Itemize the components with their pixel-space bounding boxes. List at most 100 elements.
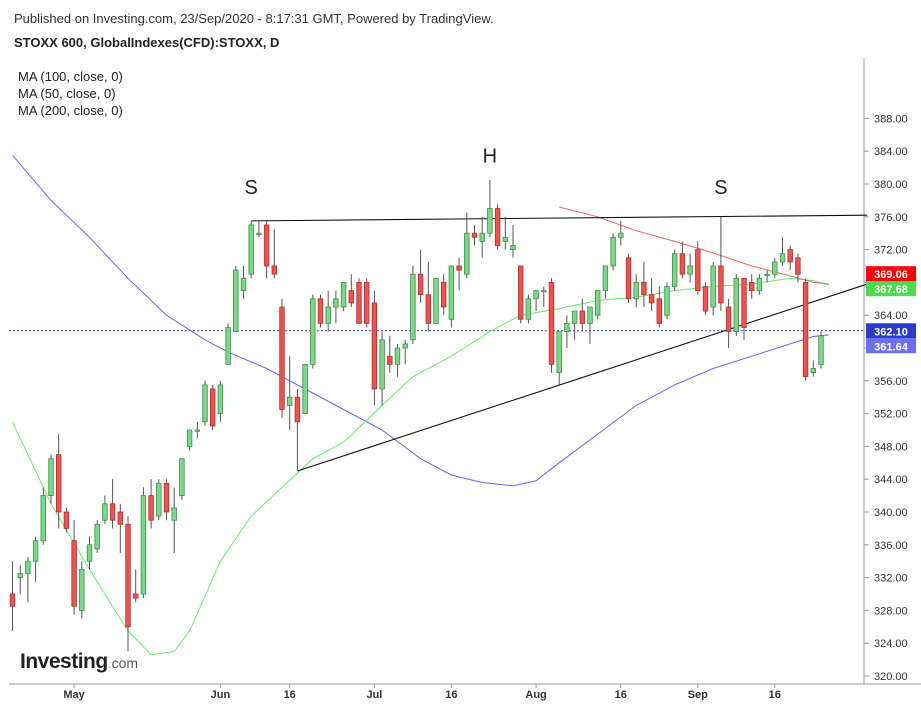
candle-body	[225, 327, 231, 365]
candle-body	[487, 208, 493, 234]
candle-body	[533, 290, 539, 300]
candle	[302, 363, 308, 414]
candle	[148, 479, 154, 529]
candle	[487, 179, 493, 238]
candle-body	[456, 265, 462, 271]
candle-body	[194, 429, 200, 432]
candle-body	[625, 257, 632, 300]
candle-body	[286, 396, 293, 406]
candle-body	[410, 273, 416, 341]
candle	[625, 253, 632, 303]
trendlines	[251, 214, 868, 472]
candle-body	[525, 298, 532, 320]
candle-body	[79, 569, 85, 611]
candle-body	[548, 281, 555, 365]
candle-body	[510, 245, 516, 250]
candle	[25, 557, 31, 603]
candle	[679, 241, 686, 279]
candle-body	[371, 302, 378, 390]
candle	[633, 274, 639, 307]
candle-body	[464, 232, 470, 275]
candle-body	[310, 298, 316, 365]
rising-support-line	[297, 283, 868, 472]
candle	[140, 487, 147, 599]
candle-body	[433, 277, 439, 324]
candle	[433, 277, 439, 324]
candle	[63, 507, 70, 533]
candle-body	[40, 495, 46, 542]
x-tick-label: Aug	[525, 689, 546, 701]
candle	[448, 265, 455, 328]
logo-suffix: com	[111, 655, 139, 671]
candle	[710, 261, 716, 316]
y-tick-label: 384.00	[874, 146, 908, 158]
candle	[648, 278, 655, 312]
x-tick-label: Sep	[688, 689, 708, 701]
candles	[9, 179, 824, 652]
candle	[464, 212, 470, 279]
y-tick-label: 324.00	[874, 638, 908, 650]
candle	[425, 261, 431, 332]
candle-body	[379, 339, 385, 390]
candle-body	[702, 286, 709, 312]
legend-ma50[interactable]: MA (50, close, 0)	[18, 86, 116, 101]
candle-body	[810, 368, 816, 373]
candle	[271, 229, 277, 279]
candle	[86, 536, 93, 570]
candle-body	[132, 593, 139, 599]
price-label-box	[866, 281, 916, 297]
candle	[456, 257, 462, 291]
candle-body	[610, 236, 616, 267]
candle	[209, 384, 216, 430]
y-tick-label: 364.00	[874, 310, 908, 322]
candle-body	[687, 265, 693, 275]
y-tick-label: 320.00	[874, 671, 908, 683]
candle-body	[471, 232, 478, 238]
price-labels: 369.06 367.68 362.10 361.64	[866, 266, 916, 354]
candle-body	[86, 544, 93, 562]
candle-body	[595, 290, 601, 316]
candle	[263, 220, 270, 279]
candle	[356, 278, 362, 324]
x-tick-label: 16	[769, 689, 781, 701]
candle-body	[32, 540, 39, 562]
legend-ma200[interactable]: MA (200, close, 0)	[18, 103, 123, 118]
candle-body	[25, 560, 31, 574]
candle	[56, 434, 62, 529]
candle	[749, 274, 755, 299]
candle-body	[764, 273, 770, 276]
candle	[379, 331, 385, 406]
y-tick-label: 388.00	[874, 113, 908, 125]
candle-body	[356, 281, 362, 324]
y-tick-label: 352.00	[874, 409, 908, 421]
candle	[363, 278, 370, 328]
candle-body	[756, 277, 763, 291]
candle-body	[271, 265, 277, 275]
candle	[71, 520, 77, 615]
candle	[394, 343, 401, 377]
candle	[94, 520, 100, 553]
candle-body	[179, 458, 185, 497]
candle-body	[48, 458, 54, 497]
candle	[294, 389, 301, 471]
candle-body	[571, 310, 578, 324]
candle	[32, 536, 39, 582]
candle	[756, 274, 763, 295]
candle-body	[579, 310, 585, 324]
price-label-box	[866, 323, 916, 339]
ma100-line	[12, 154, 829, 487]
y-tick-label: 372.00	[874, 245, 908, 257]
price-label-box	[866, 266, 916, 282]
candle-body	[394, 347, 401, 365]
pattern-annotations: S H S	[245, 146, 728, 199]
candle	[548, 278, 555, 373]
candle	[564, 315, 570, 348]
candle	[317, 294, 324, 328]
legend-ma100[interactable]: MA (100, close, 0)	[18, 69, 123, 84]
candle-body	[672, 253, 678, 287]
candle-body	[602, 265, 609, 292]
candle-body	[779, 253, 786, 263]
candle-body	[217, 384, 224, 414]
indicator-legend: MA (100, close, 0) MA (50, close, 0) MA …	[18, 68, 123, 119]
